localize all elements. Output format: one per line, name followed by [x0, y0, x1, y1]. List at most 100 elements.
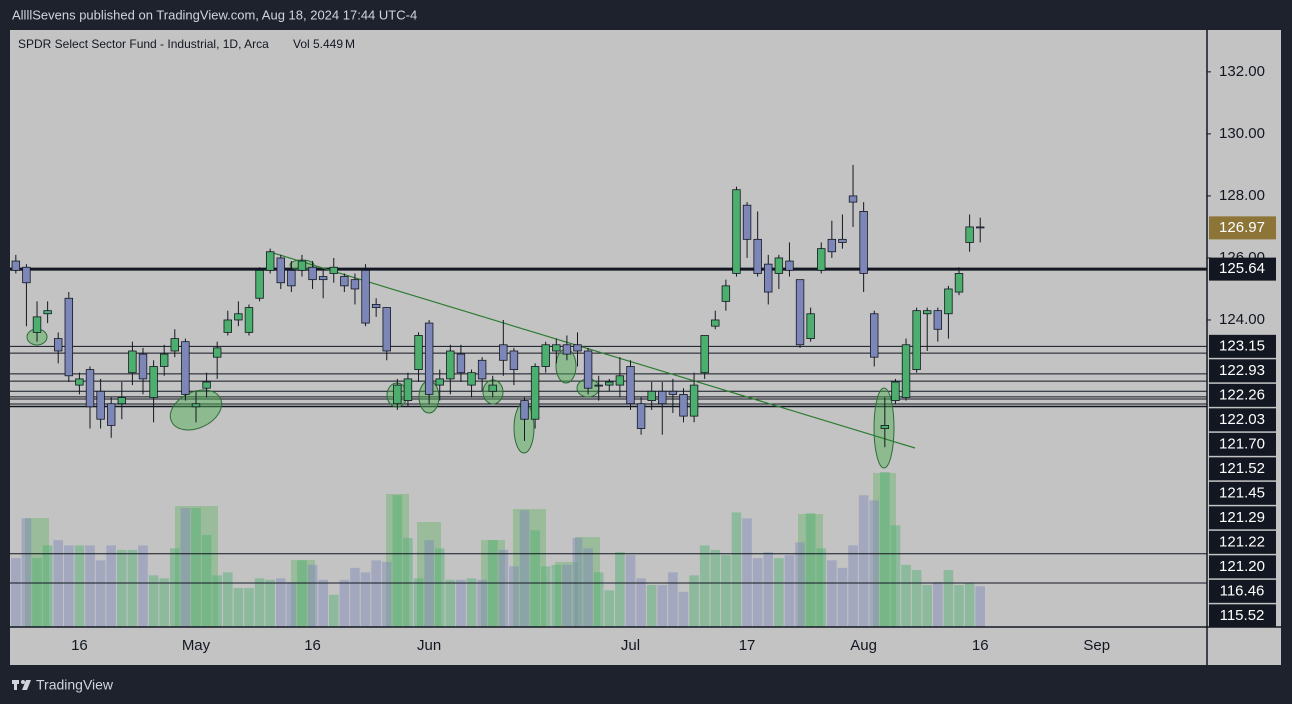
volume-bar [752, 558, 763, 627]
candle-body [573, 344, 582, 352]
candle-body [891, 381, 900, 402]
x-tick-label: May [182, 637, 211, 654]
level-label-box [1209, 530, 1276, 554]
candle-body [85, 369, 95, 408]
level-label: 125.64 [1219, 260, 1265, 277]
candle-body [22, 266, 31, 284]
levels-layer [10, 267, 1207, 584]
candle-body [54, 338, 63, 352]
candle-body [181, 341, 190, 395]
candle-body [138, 353, 148, 380]
volume-bar [11, 558, 21, 627]
candle-body [605, 381, 614, 386]
volume-bar [265, 579, 275, 627]
candle-body [488, 384, 497, 392]
candle-body [848, 195, 858, 203]
volume-bar [85, 545, 95, 627]
volume-bar [275, 578, 286, 627]
volume-bar [254, 578, 265, 627]
candle-body [700, 335, 709, 374]
candle-body [159, 353, 169, 367]
volume-bar [286, 582, 297, 627]
volume-bar [191, 507, 201, 627]
volume-bar [42, 545, 53, 627]
candle-body [954, 273, 964, 293]
level-label-box [1209, 408, 1276, 432]
level-label-box [1209, 457, 1276, 481]
candle-body [764, 263, 773, 293]
candle-body [827, 238, 837, 253]
volume-bar [74, 545, 85, 627]
volume-bar [774, 558, 784, 627]
x-tick-label: 16 [304, 637, 321, 654]
candles-layer [11, 164, 985, 448]
candle-body [424, 322, 434, 395]
level-label: 121.29 [1219, 509, 1265, 526]
candle-body [689, 384, 699, 417]
x-tick-label: 16 [71, 637, 88, 654]
volume-bar [880, 472, 890, 627]
volume-bar [954, 585, 964, 627]
volume-bar [509, 566, 519, 627]
candle-body [552, 344, 561, 352]
candle-body [96, 390, 105, 420]
volume-bar [668, 572, 678, 627]
volume-bar [657, 585, 668, 627]
volume-bar [117, 549, 127, 627]
volume-bar [318, 579, 328, 627]
candle-body [11, 260, 21, 271]
volume-bar [233, 588, 244, 627]
volume-bar [127, 549, 138, 627]
level-label: 121.45 [1219, 484, 1265, 501]
volume-bar [890, 525, 901, 627]
level-label-box [1209, 383, 1276, 407]
candle-body [795, 279, 805, 346]
candle-body [933, 310, 943, 330]
candle-body [382, 307, 391, 352]
volume-bar [837, 567, 848, 627]
candle-body [75, 378, 84, 386]
level-label-box [1209, 257, 1276, 281]
candle-body [774, 257, 784, 274]
candle-body [64, 297, 74, 377]
volume-bar [350, 567, 360, 627]
volume-bar [625, 555, 636, 627]
level-label: 121.20 [1219, 558, 1265, 575]
volume-bar [699, 545, 710, 627]
volume-bar [604, 590, 615, 627]
candle-body [128, 350, 137, 374]
candle-body [880, 425, 890, 429]
level-label: 121.70 [1219, 435, 1265, 452]
candle-body [594, 384, 603, 387]
candle-body [509, 350, 519, 370]
volume-bar [933, 582, 943, 627]
level-label: 122.26 [1219, 386, 1265, 403]
volume-bar [858, 495, 869, 627]
level-label: 121.52 [1219, 460, 1265, 477]
volume-bar [434, 548, 445, 627]
candle-body [276, 257, 285, 284]
x-tick-label: Jul [621, 637, 640, 654]
candle-body [308, 266, 317, 281]
last-price-label: 126.97 [1219, 219, 1265, 236]
candle-body [212, 347, 222, 358]
volume-bar [307, 564, 318, 627]
volume-bar [689, 575, 699, 627]
candle-body [202, 381, 211, 389]
volume-bar [721, 555, 731, 627]
y-tick-label: 132.00 [1219, 63, 1265, 80]
candle-body [244, 307, 254, 333]
volume-bar [943, 570, 954, 627]
volume-bar [869, 500, 880, 627]
candle-body [923, 310, 932, 315]
volume-bar [615, 552, 625, 627]
candle-body [976, 226, 985, 229]
candle-body [297, 260, 307, 271]
candle-body [265, 251, 275, 271]
candle-body [530, 366, 540, 420]
volume-bar [456, 579, 466, 627]
volume-bar [540, 566, 551, 627]
candle-body [403, 378, 413, 402]
y-tick-label: 124.00 [1219, 311, 1265, 328]
